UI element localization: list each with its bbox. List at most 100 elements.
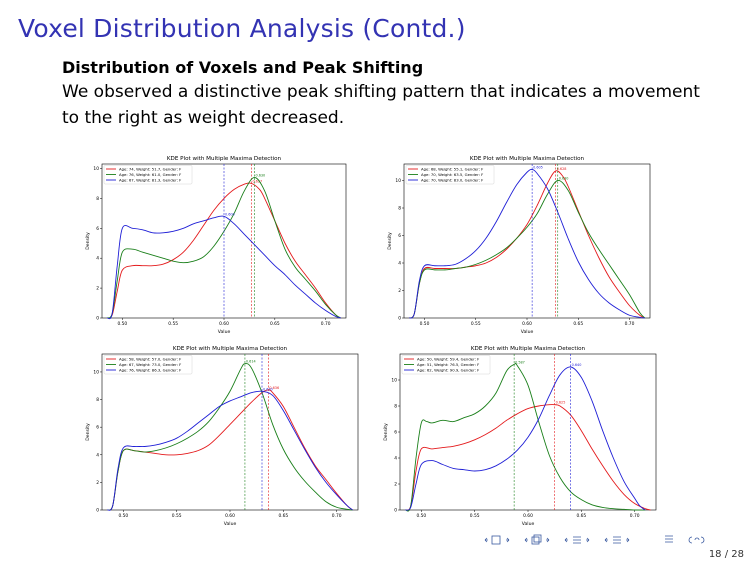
chart-svg: KDE Plot with Multiple Maxima Detection 0…	[383, 346, 657, 527]
legend-entry: Age: 67, Weight: 73.0, Gender: F	[119, 362, 181, 367]
legend-entry: Age: 70, Weight: 83.0, Gender: F	[421, 177, 483, 182]
legend-entry: Age: 68, Weight: 55.1, Gender: F	[421, 166, 483, 171]
chart-svg: KDE Plot with Multiple Maxima Detection 0…	[85, 346, 359, 527]
series-line-green	[107, 363, 353, 511]
y-tick-label: 4	[398, 261, 401, 267]
series-line-green	[106, 177, 342, 319]
legend-entry: Age: 58, Weight: 57.0, Gender: F	[119, 356, 181, 361]
peak-label: 0.600	[225, 212, 235, 216]
y-tick-label: 0	[96, 316, 99, 322]
y-tick-label: 0	[96, 508, 99, 514]
y-tick-label: 6	[96, 425, 99, 431]
y-tick-label: 8	[96, 397, 99, 403]
series-line-red	[106, 182, 342, 319]
x-tick-label: 0.50	[118, 513, 128, 519]
peak-label: 0.605	[533, 166, 543, 170]
x-tick-label: 0.65	[573, 321, 583, 327]
peak-label: 0.630	[559, 177, 569, 181]
slide-title: Voxel Distribution Analysis (Contd.)	[18, 14, 466, 43]
y-tick-label: 0	[394, 508, 397, 514]
nav-align-icon[interactable]	[665, 535, 673, 543]
series-line-green	[405, 362, 646, 512]
x-axis-label: Value	[522, 521, 535, 527]
chart-svg: KDE Plot with Multiple Maxima Detection 0…	[85, 156, 347, 335]
nav-frame-icon[interactable]	[484, 535, 510, 545]
legend-entry: Age: 62, Weight: 90.9, Gender: F	[417, 367, 479, 372]
x-axis-label: Value	[521, 329, 534, 335]
block-title: Distribution of Voxels and Peak Shifting	[62, 58, 424, 77]
y-tick-label: 6	[394, 430, 397, 436]
plot-frame	[403, 163, 651, 319]
x-tick-label: 0.50	[420, 321, 430, 327]
x-tick-label: 0.65	[278, 513, 288, 519]
x-tick-label: 0.70	[625, 321, 635, 327]
peak-label: 0.614	[246, 360, 256, 364]
plot-frame	[101, 353, 359, 511]
series-line-red	[405, 404, 651, 511]
y-tick-label: 2	[96, 480, 99, 486]
legend-box	[103, 165, 193, 185]
y-tick-label: 2	[96, 286, 99, 292]
legend-box	[405, 165, 495, 185]
peak-label: 0.640	[572, 363, 582, 367]
y-tick-label: 4	[96, 256, 99, 262]
peak-label: 0.587	[515, 360, 525, 364]
x-tick-label: 0.65	[270, 321, 280, 327]
x-tick-label: 0.55	[471, 321, 481, 327]
legend-box	[401, 355, 491, 375]
x-axis-label: Value	[224, 521, 237, 527]
series-line-green	[408, 180, 646, 319]
x-tick-label: 0.60	[219, 321, 229, 327]
series-line-blue	[408, 168, 645, 319]
x-tick-label: 0.55	[172, 513, 182, 519]
y-tick-label: 4	[394, 456, 397, 462]
y-tick-label: 4	[96, 452, 99, 458]
y-tick-label: 2	[394, 482, 397, 488]
y-axis-label: Density	[85, 232, 91, 250]
chart-title: KDE Plot with Multiple Maxima Detection	[167, 156, 282, 162]
legend-entry: Age: 76, Weight: 86.3, Gender: F	[119, 367, 181, 372]
y-tick-label: 10	[93, 166, 99, 172]
y-tick-label: 8	[96, 196, 99, 202]
series-line-blue	[107, 390, 353, 511]
nav-document-icon[interactable]	[604, 536, 630, 544]
peak-label: 0.630	[256, 173, 266, 177]
y-tick-label: 8	[394, 404, 397, 410]
chart-title: KDE Plot with Multiple Maxima Detection	[470, 156, 585, 162]
x-tick-label: 0.60	[523, 513, 533, 519]
series-line-blue	[405, 366, 646, 511]
legend-entry: Age: 67, Weight: 81.3, Gender: F	[119, 177, 181, 182]
page-number: 18 / 28	[708, 549, 744, 560]
x-axis-label: Value	[218, 329, 231, 335]
y-axis-label: Density	[85, 423, 91, 441]
kde-plot-bottom-left: KDE Plot with Multiple Maxima Detection 0…	[84, 342, 364, 528]
y-tick-label: 10	[93, 369, 99, 375]
block-body: We observed a distinctive peak shifting …	[62, 82, 700, 128]
x-tick-label: 0.70	[332, 513, 342, 519]
chart-svg: KDE Plot with Multiple Maxima Detection 0…	[387, 156, 651, 335]
legend-entry: Age: 50, Weight: 59.4, Gender: F	[417, 356, 479, 361]
y-tick-label: 10	[391, 378, 397, 384]
legend-box	[103, 355, 193, 375]
peak-label: 0.628	[557, 167, 567, 171]
nav-subsection-icon[interactable]	[524, 534, 550, 545]
peak-label: 0.636	[269, 386, 279, 390]
beamer-navigation[interactable]	[484, 534, 744, 546]
nav-search-icon[interactable]	[688, 536, 705, 544]
x-tick-label: 0.65	[576, 513, 586, 519]
x-tick-label: 0.55	[470, 513, 480, 519]
legend-entry: Age: 70, Weight: 63.5, Gender: F	[421, 172, 483, 177]
x-tick-label: 0.50	[416, 513, 426, 519]
x-tick-label: 0.70	[321, 321, 331, 327]
y-axis-label: Density	[383, 423, 389, 441]
series-line-blue	[106, 215, 342, 320]
content-block: Distribution of Voxels and Peak Shifting…	[62, 58, 722, 131]
x-tick-label: 0.60	[522, 321, 532, 327]
y-tick-label: 0	[398, 316, 401, 322]
y-tick-label: 6	[398, 233, 401, 239]
legend-entry: Age: 74, Weight: 51.7, Gender: F	[119, 166, 181, 171]
y-tick-label: 10	[395, 178, 401, 184]
peak-label: 0.630	[263, 387, 273, 391]
x-tick-label: 0.70	[630, 513, 640, 519]
nav-section-icon[interactable]	[564, 536, 590, 544]
